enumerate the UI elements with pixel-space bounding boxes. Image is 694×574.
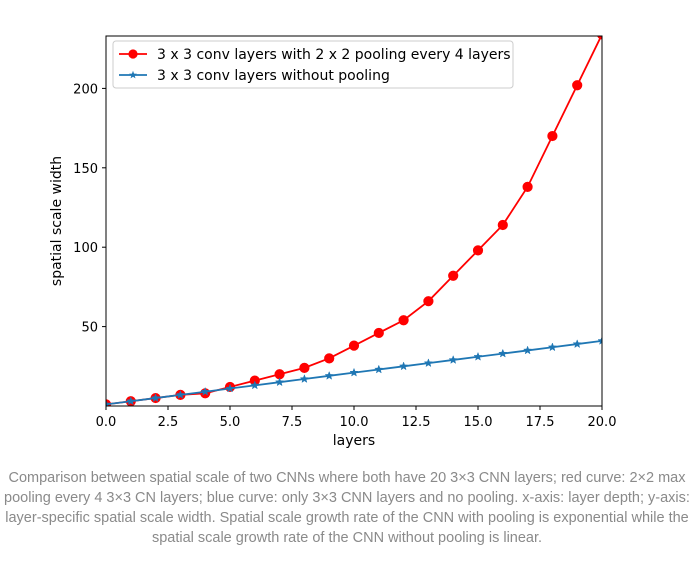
data-point-blue — [572, 339, 582, 349]
data-point-blue — [324, 370, 334, 380]
data-point-blue — [522, 345, 533, 355]
data-point-blue — [150, 393, 161, 403]
data-point-red — [472, 245, 484, 256]
data-point-red — [398, 315, 409, 326]
y-tick-label: 150 — [73, 162, 98, 177]
data-point-blue — [473, 351, 483, 361]
data-point-red — [373, 327, 384, 339]
legend-marker-red — [128, 49, 138, 59]
x-tick-label: 5.0 — [220, 415, 241, 430]
legend: 3 x 3 conv layers with 2 x 2 pooling eve… — [112, 40, 514, 89]
data-point-blue — [597, 335, 602, 345]
x-tick-label: 15.0 — [464, 415, 493, 430]
data-point-red — [547, 130, 558, 142]
legend-box — [112, 40, 514, 89]
data-point-blue — [225, 383, 235, 393]
y-axis-label: spatial scale width — [49, 156, 65, 286]
x-tick-label: 20.0 — [588, 415, 617, 430]
data-point-red — [448, 270, 459, 281]
x-tick-label: 7.5 — [282, 415, 303, 430]
legend-entry-1: 3 x 3 conv layers with 2 x 2 pooling eve… — [157, 47, 511, 63]
x-tick-label: 17.5 — [526, 415, 555, 430]
legend-entry-2: 3 x 3 conv layers without pooling — [157, 68, 390, 84]
data-point-red — [572, 80, 583, 91]
data-point-red — [423, 296, 434, 307]
chart-container: 0.0 2.5 5.0 7.5 10.0 12.5 15.0 17.5 20.0 50 100 150… — [49, 35, 617, 449]
data-point-blue — [274, 377, 285, 387]
data-point-blue — [448, 355, 458, 364]
data-point-blue — [423, 358, 434, 368]
x-tick-label: 12.5 — [402, 415, 431, 430]
data-point-blue — [106, 399, 111, 406]
line-chart: 0.0 2.5 5.0 7.5 10.0 12.5 15.0 17.5 20.0 50 100 150… — [49, 35, 617, 449]
y-tick-label: 100 — [73, 241, 98, 256]
data-point-red — [522, 181, 533, 192]
legend-marker-blue — [129, 70, 137, 79]
x-tick-label: 2.5 — [158, 415, 179, 430]
plot-area — [106, 36, 602, 406]
y-tick-label: 200 — [73, 82, 98, 97]
x-axis-label: layers — [333, 433, 375, 449]
figure-caption: Comparison between spatial scale of two … — [4, 470, 690, 546]
data-point-blue — [398, 361, 409, 371]
data-point-blue — [374, 364, 384, 374]
data-point-blue — [498, 348, 508, 358]
data-point-blue — [299, 374, 310, 383]
data-point-red — [597, 36, 602, 40]
x-tick-label: 10.0 — [340, 415, 369, 430]
data-point-blue — [349, 367, 359, 377]
data-point-blue — [175, 389, 186, 399]
data-point-blue — [200, 386, 210, 396]
data-point-blue — [250, 380, 260, 390]
x-tick-label: 0.0 — [96, 415, 117, 430]
data-point-red — [348, 340, 360, 351]
data-point-blue — [126, 396, 136, 406]
data-point-red — [299, 362, 310, 373]
y-tick-label: 50 — [81, 321, 98, 336]
data-point-red — [497, 219, 508, 231]
data-point-blue — [547, 342, 558, 352]
data-point-red — [324, 353, 335, 364]
